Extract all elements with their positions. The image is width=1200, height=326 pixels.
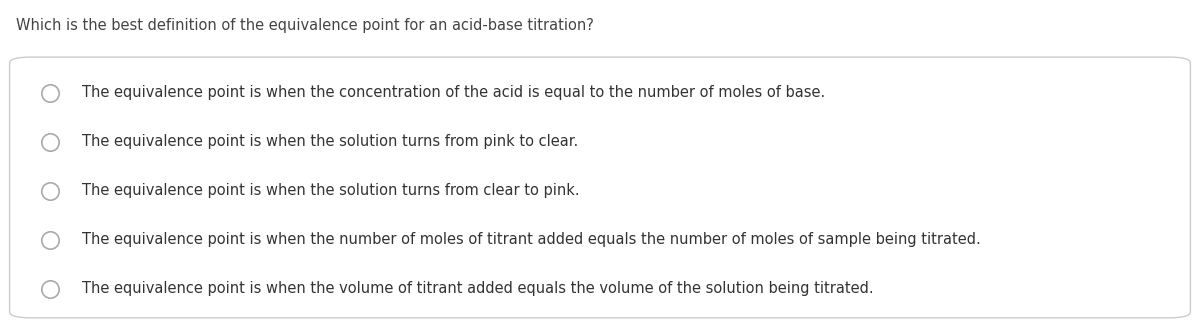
Text: The equivalence point is when the number of moles of titrant added equals the nu: The equivalence point is when the number… <box>82 232 980 247</box>
Point <box>41 90 60 96</box>
Point <box>41 286 60 291</box>
Text: The equivalence point is when the volume of titrant added equals the volume of t: The equivalence point is when the volume… <box>82 281 874 296</box>
Point <box>41 237 60 242</box>
Text: Which is the best definition of the equivalence point for an acid-base titration: Which is the best definition of the equi… <box>16 18 594 33</box>
FancyBboxPatch shape <box>10 57 1190 318</box>
Text: The equivalence point is when the concentration of the acid is equal to the numb: The equivalence point is when the concen… <box>82 85 824 100</box>
Point <box>41 139 60 144</box>
Text: The equivalence point is when the solution turns from clear to pink.: The equivalence point is when the soluti… <box>82 183 580 198</box>
Point <box>41 188 60 193</box>
Text: The equivalence point is when the solution turns from pink to clear.: The equivalence point is when the soluti… <box>82 134 578 149</box>
